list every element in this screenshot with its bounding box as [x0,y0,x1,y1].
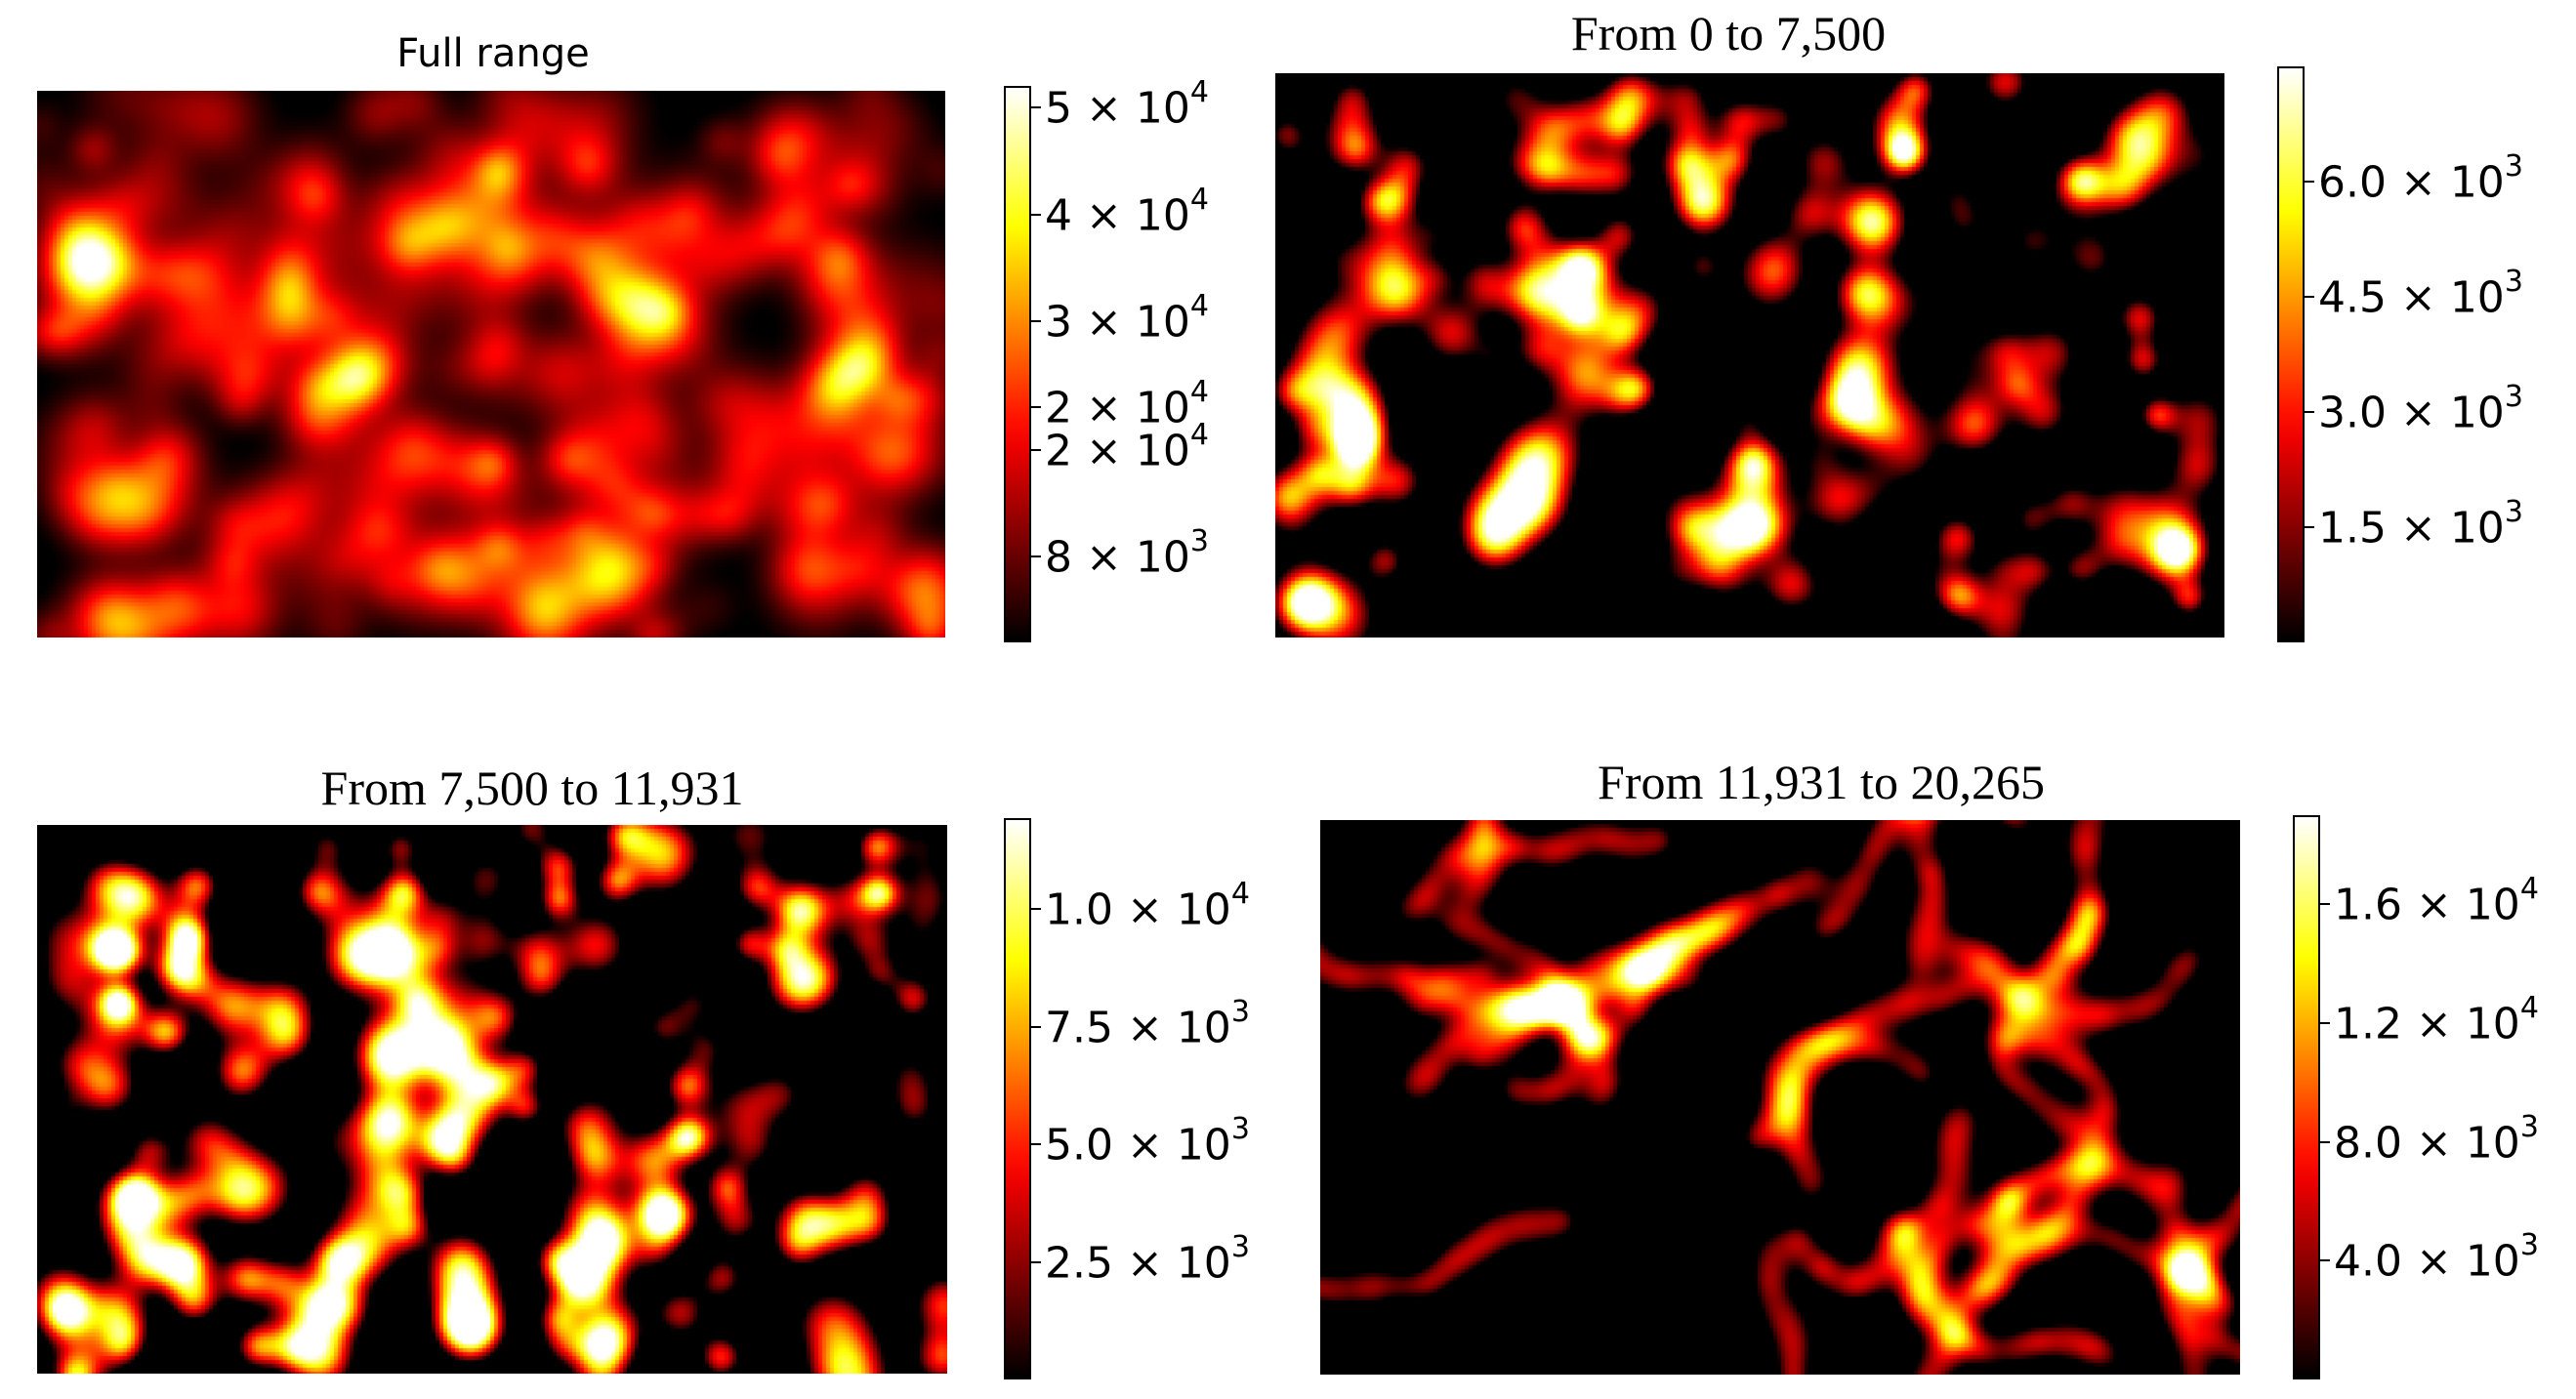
colorbar-tick [1029,105,1041,108]
chart-title: From 11,931 to 20,265 [1598,755,2045,809]
colorbar [2277,66,2305,642]
colorbar-tick-label: 6.0 × 103 [2318,149,2523,208]
colorbar-tick [2318,903,2330,906]
colorbar-tick-label: 5.0 × 103 [1045,1112,1250,1171]
colorbar-tick-label: 4 × 104 [1045,182,1209,241]
colorbar-tick-label: 3.0 × 103 [2318,380,2523,438]
colorbar-tick [1029,448,1041,451]
colorbar-tick [1029,908,1041,911]
colorbar-tick-label: 4.0 × 103 [2334,1228,2539,1287]
colorbar-tick [2303,296,2314,298]
colorbar-tick-label: 4.5 × 103 [2318,265,2523,323]
colorbar-tick [2318,1259,2330,1262]
colorbar-tick-label: 5 × 104 [1045,74,1209,134]
colorbar-tick-label: 1.0 × 104 [1045,877,1250,935]
colorbar-tick-label: 7.5 × 103 [1045,994,1250,1053]
colorbar-tick [2303,411,2314,413]
colorbar [1004,818,1031,1379]
colorbar-tick [2303,526,2314,528]
colorbar-tick-label: 1.6 × 104 [2334,872,2539,930]
colorbar-tick-label: 8 × 103 [1045,524,1209,583]
colorbar-tick-label: 2.5 × 103 [1045,1229,1250,1289]
colorbar-tick [1029,405,1041,408]
colorbar-tick-label: 2 × 104 [1045,374,1209,433]
colorbar-tick [2303,181,2314,183]
colorbar-tick [2318,1140,2330,1143]
heatmap-image [1275,73,2224,638]
chart-title: Full range [396,31,590,76]
heatmap-image [1320,820,2240,1375]
colorbar-tick [1029,1260,1041,1263]
colorbar-tick [1029,320,1041,323]
heatmap-image [37,825,947,1374]
colorbar [1004,86,1031,642]
heatmap-image [37,91,945,638]
colorbar-tick [1029,213,1041,216]
chart-title: From 0 to 7,500 [1570,6,1887,61]
colorbar-tick-label: 1.2 × 104 [2334,990,2539,1049]
colorbar-tick [1029,555,1041,558]
colorbar-tick-label: 3 × 104 [1045,289,1209,348]
chart-title: From 7,500 to 11,931 [320,761,744,815]
colorbar-tick [1029,1025,1041,1028]
colorbar-tick-label: 2 × 104 [1045,417,1209,476]
colorbar-tick-label: 8.0 × 103 [2334,1109,2539,1169]
colorbar [2293,815,2320,1379]
colorbar-tick-label: 1.5 × 103 [2318,495,2523,554]
colorbar-tick [1029,1143,1041,1146]
colorbar-tick [2318,1021,2330,1024]
